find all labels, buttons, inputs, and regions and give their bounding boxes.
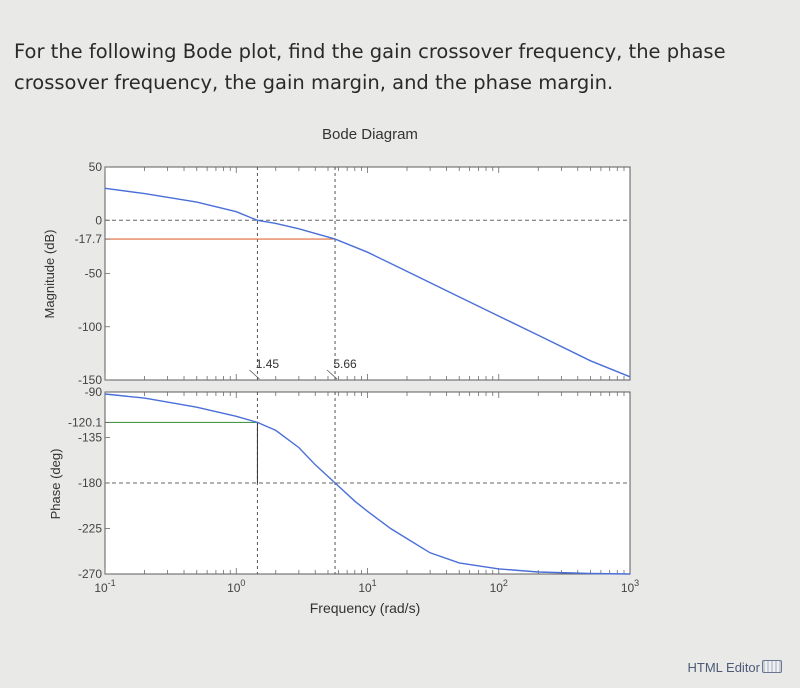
x-tick-base: 10 <box>227 581 241 595</box>
y-tick-label: -17.7 <box>75 232 103 246</box>
x-tick-label: 101 <box>358 578 376 595</box>
y-tick-label: -180 <box>78 476 102 490</box>
x-tick-exponent: 1 <box>372 578 377 588</box>
y-tick-label: -135 <box>78 431 102 445</box>
y-tick-label: -225 <box>78 522 102 536</box>
x-tick-base: 10 <box>621 581 635 595</box>
x-tick-exponent: -1 <box>108 578 116 588</box>
magnitude-curve <box>104 187 631 378</box>
x-tick-exponent: 0 <box>240 578 245 588</box>
magnitude-plot: 50 0 -17.7 -50 -100 -150 1.45 5.66 Magnitude (… <box>42 160 631 387</box>
phase-curve <box>104 393 631 575</box>
question-text: For the following Bode plot, find the ga… <box>14 40 726 94</box>
phase-axis-label: Phase (deg) <box>48 449 63 520</box>
y-tick-label: 50 <box>89 160 103 174</box>
x-tick-label: 102 <box>490 578 508 595</box>
y-tick-label: -50 <box>85 267 103 281</box>
y-tick-label: -270 <box>78 567 102 581</box>
y-tick-label: -90 <box>85 385 103 399</box>
frequency-axis-label: Frequency (rad/s) <box>310 600 420 616</box>
html-editor-link[interactable]: HTML Editor <box>688 660 782 675</box>
chart-title: Bode Diagram <box>322 126 418 143</box>
y-tick-label: 0 <box>95 213 102 227</box>
frequency-marker-label: 5.66 <box>333 357 357 371</box>
x-tick-label: 100 <box>227 578 245 595</box>
y-tick-label: -100 <box>78 320 102 334</box>
y-tick-label: -150 <box>78 373 102 387</box>
x-tick-base: 10 <box>358 581 372 595</box>
frequency-marker-pointer <box>249 369 260 380</box>
frequency-marker-pointer <box>326 369 338 380</box>
html-editor-label: HTML Editor <box>687 660 760 675</box>
x-tick-exponent: 3 <box>634 578 639 588</box>
magnitude-plot-area <box>104 166 631 381</box>
x-tick-base: 10 <box>94 581 108 595</box>
keyboard-icon <box>762 660 782 673</box>
x-tick-exponent: 2 <box>503 578 508 588</box>
x-tick-base: 10 <box>490 581 504 595</box>
y-tick-label: -120.1 <box>68 415 102 429</box>
phase-plot: -90 -120.1 -135 -180 -225 -270 Phase (deg) <box>48 385 631 581</box>
frequency-marker-label: 1.45 <box>256 357 280 371</box>
x-tick-label: 103 <box>621 578 639 595</box>
x-tick-label: 10-1 <box>94 578 115 595</box>
magnitude-axis-label: Magnitude (dB) <box>42 230 57 319</box>
